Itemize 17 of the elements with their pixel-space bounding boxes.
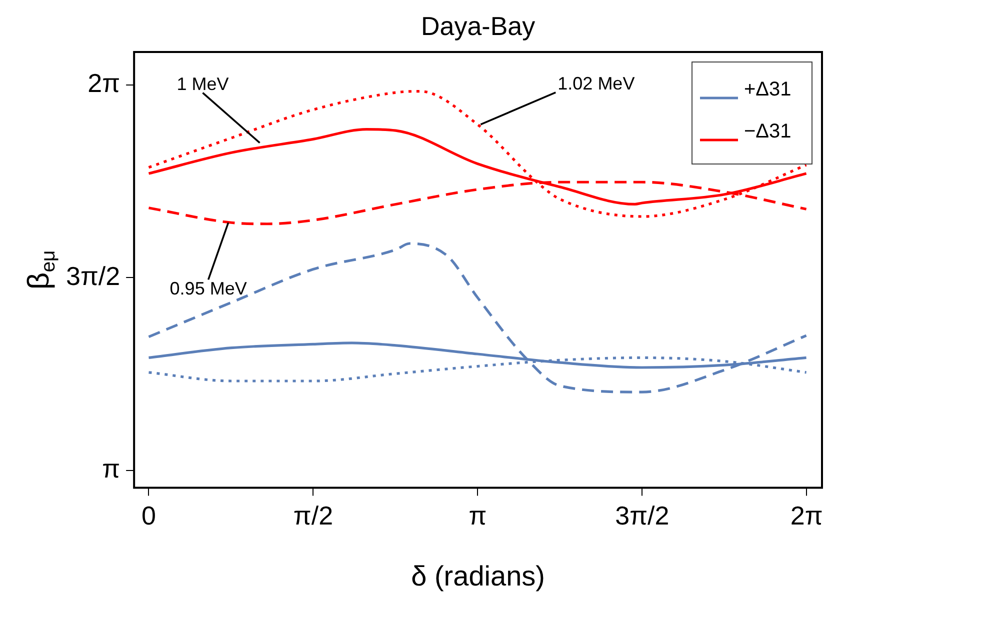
line-series bbox=[147, 242, 808, 394]
x-tick-label: 2π bbox=[790, 500, 823, 531]
annotation: 1.02 MeV bbox=[558, 73, 635, 94]
annotation: 1 MeV bbox=[176, 74, 229, 94]
y-axis-title: βeμ bbox=[22, 250, 60, 290]
x-axis-title: δ (radians) bbox=[411, 560, 545, 592]
legend-label: −Δ31 bbox=[744, 120, 792, 143]
y-tick-label: π bbox=[102, 454, 120, 484]
x-tick-label: 0 bbox=[142, 500, 156, 531]
x-tick-label: π bbox=[468, 500, 487, 531]
chart-title: Daya-Bay bbox=[420, 11, 536, 42]
legend-label: +Δ31 bbox=[744, 78, 792, 101]
annotation: 0.95 MeV bbox=[170, 278, 247, 299]
x-tick-label: π/2 bbox=[293, 500, 334, 531]
y-tick-label: 3π/2 bbox=[66, 260, 120, 291]
x-tick-label: 3π/2 bbox=[615, 500, 670, 531]
y-tick-label: 2π bbox=[88, 68, 120, 98]
